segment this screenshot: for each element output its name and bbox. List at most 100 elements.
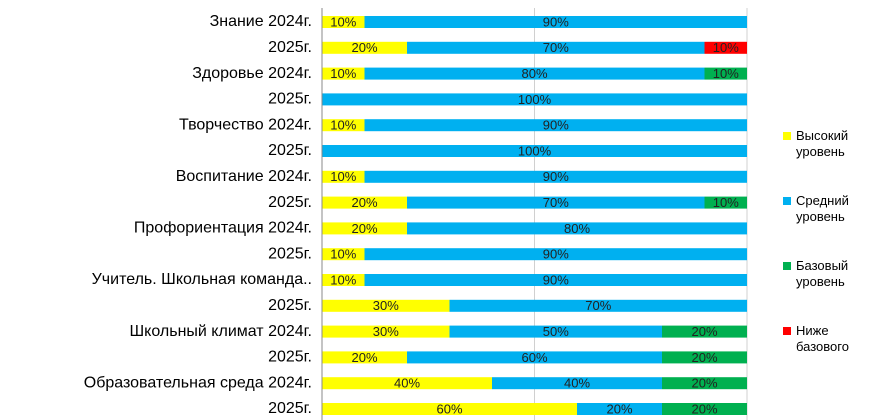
category-label: 2025г. [268, 91, 312, 108]
value-label: 30% [373, 324, 399, 339]
category-label: 2025г. [268, 297, 312, 314]
legend-label: Ниже базового [796, 323, 849, 354]
value-label: 10% [330, 118, 356, 133]
category-label: Творчество 2024г. [179, 116, 312, 133]
bar-segment [322, 67, 365, 80]
value-label: 20% [606, 401, 632, 416]
bar-segment [322, 403, 577, 415]
bar-segment [364, 119, 747, 132]
value-label: 20% [351, 221, 377, 236]
category-label: Образовательная среда 2024г. [84, 374, 312, 391]
bar-segment [322, 119, 365, 132]
value-label: 90% [543, 247, 569, 262]
category-label: Знание 2024г. [210, 13, 312, 30]
bar-segment [322, 41, 407, 54]
value-label: 70% [585, 298, 611, 313]
category-label: Школьный климат 2024г. [130, 323, 312, 340]
bar-segment [577, 403, 662, 415]
category-label: 2025г. [268, 245, 312, 262]
bar-segment [492, 377, 662, 390]
category-label: 2025г. [268, 194, 312, 211]
value-label: 70% [543, 40, 569, 55]
bar-segment [322, 274, 365, 286]
category-label: Здоровье 2024г. [192, 65, 312, 82]
value-label: 90% [543, 169, 569, 184]
value-label: 10% [330, 247, 356, 262]
bar-segment [364, 170, 747, 183]
value-label: 50% [543, 324, 569, 339]
bar-segment [322, 325, 450, 338]
legend-label: Базовый уровень [796, 258, 849, 289]
bar-segment [364, 16, 747, 28]
value-label: 70% [543, 195, 569, 210]
value-label: 20% [351, 350, 377, 365]
bar-segment [662, 325, 747, 338]
bar-segment [407, 351, 662, 364]
value-label: 60% [521, 350, 547, 365]
value-label: 10% [713, 195, 739, 210]
value-label: 100% [518, 92, 552, 107]
category-label: Учитель. Школьная команда.. [92, 271, 312, 288]
category-label: Воспитание 2024г. [176, 168, 312, 185]
legend-label: Средний уровень [796, 193, 849, 224]
bar-segment [407, 222, 747, 235]
value-label: 20% [351, 195, 377, 210]
bar-segment [322, 222, 407, 235]
bar-segment [449, 299, 747, 312]
value-label: 90% [543, 14, 569, 29]
bar-segment [322, 299, 450, 312]
category-label: Профориентация 2024г. [134, 220, 312, 237]
value-label: 40% [564, 376, 590, 391]
bar-segment [407, 41, 705, 54]
value-label: 20% [691, 350, 717, 365]
bar-segment [322, 145, 747, 157]
legend-swatch [783, 132, 791, 140]
value-label: 20% [351, 40, 377, 55]
value-label: 10% [713, 66, 739, 81]
bar-segment [662, 351, 747, 364]
value-label: 10% [330, 14, 356, 29]
bar-segment [662, 403, 747, 415]
bar-segment [662, 377, 747, 390]
legend-label: Высокий уровень [796, 128, 849, 159]
bar-segment [322, 196, 407, 209]
value-label: 20% [691, 401, 717, 416]
bar-segment [704, 41, 747, 54]
value-label: 10% [330, 169, 356, 184]
category-label: 2025г. [268, 39, 312, 56]
bar-segment [704, 196, 747, 209]
bar-segment [322, 93, 747, 106]
value-label: 60% [436, 401, 462, 416]
value-label: 10% [713, 40, 739, 55]
bar-segment [322, 377, 492, 390]
legend-swatch [783, 327, 791, 335]
legend-swatch [783, 197, 791, 205]
category-label: 2025г. [268, 400, 312, 417]
bar-segment [407, 196, 705, 209]
bar-segment [364, 67, 705, 80]
value-label: 40% [394, 376, 420, 391]
bar-segment [322, 170, 365, 183]
bar-segment [322, 16, 365, 28]
bar-segment [322, 351, 407, 364]
value-label: 90% [543, 272, 569, 287]
bar-segment [449, 325, 662, 338]
value-label: 10% [330, 272, 356, 287]
value-label: 10% [330, 66, 356, 81]
value-label: 20% [691, 376, 717, 391]
value-label: 20% [691, 324, 717, 339]
value-label: 80% [564, 221, 590, 236]
category-label: 2025г. [268, 142, 312, 159]
bar-segment [364, 248, 747, 261]
legend-swatch [783, 262, 791, 270]
bar-segment [704, 67, 747, 80]
bar-segment [364, 274, 747, 286]
value-label: 90% [543, 118, 569, 133]
value-label: 30% [373, 298, 399, 313]
value-label: 80% [521, 66, 547, 81]
bar-segment [322, 248, 365, 261]
value-label: 100% [518, 143, 552, 158]
category-label: 2025г. [268, 349, 312, 366]
